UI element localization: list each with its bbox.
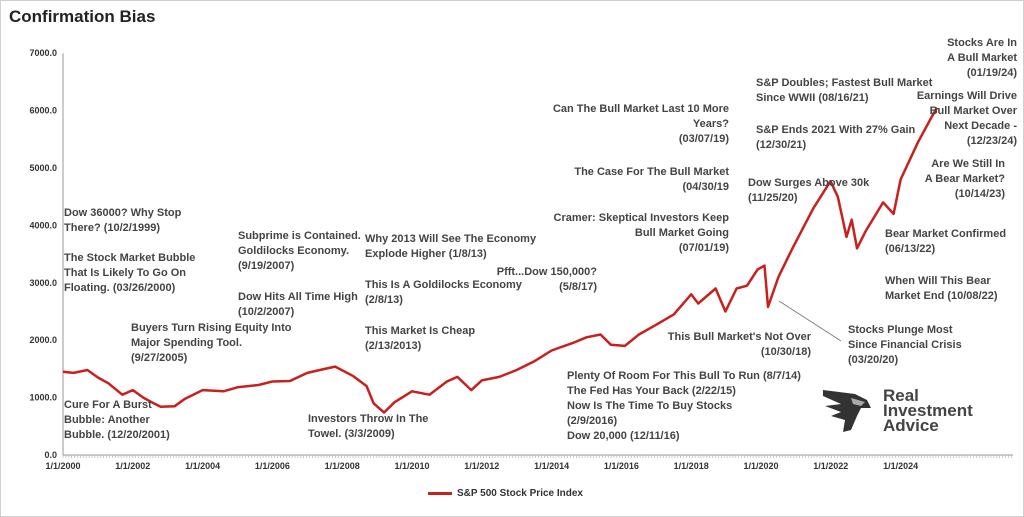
annotation: This Market Is Cheap (2/13/2013) <box>365 325 476 352</box>
annotation: The Case For The Bull Market (04/30/19 <box>574 166 729 193</box>
x-tick-label: 1/1/2024 <box>883 461 918 471</box>
y-tick-label: 6000.0 <box>29 106 57 116</box>
annotation: Are We Still In A Bear Market? (10/14/23… <box>924 158 1005 200</box>
annotation: Dow Hits All Time High (10/2/2007) <box>238 291 358 318</box>
series-line-sp500 <box>62 107 939 414</box>
legend: S&P 500 Stock Price Index <box>428 488 583 499</box>
annotation: When Will This Bear Market End (10/08/22… <box>885 275 998 302</box>
annotation: Why 2013 Will See The Economy Explode Hi… <box>365 233 537 260</box>
x-tick-label: 1/1/2014 <box>534 461 569 471</box>
x-tick-label: 1/1/2020 <box>743 461 778 471</box>
annotation: This Bull Market's Not Over (10/30/18) <box>667 331 811 358</box>
x-tick-label: 1/1/2006 <box>255 461 290 471</box>
annotation: S&P Ends 2021 With 27% Gain (12/30/21) <box>756 124 916 151</box>
y-tick-label: 3000.0 <box>29 278 57 288</box>
x-tick-label: 1/1/2010 <box>394 461 429 471</box>
annotation: Buyers Turn Rising Equity Into Major Spe… <box>131 322 292 364</box>
annotation: Plenty Of Room For This Bull To Run (8/7… <box>567 370 801 442</box>
x-tick-label: 1/1/2016 <box>604 461 639 471</box>
logo: Real Investment Advice <box>821 386 973 434</box>
annotation: Cure For A Burst Bubble: Another Bubble.… <box>64 399 170 441</box>
y-tick-label: 5000.0 <box>29 163 57 173</box>
x-tick-label: 1/1/2008 <box>325 461 360 471</box>
annotation: Stocks Plunge Most Since Financial Crisi… <box>848 324 962 366</box>
annotation: This Is A Goldilocks Economy (2/8/13) <box>365 279 522 306</box>
y-tick-label: 4000.0 <box>29 220 57 230</box>
x-tick-label: 1/1/2018 <box>674 461 709 471</box>
x-tick-label: 1/1/2022 <box>813 461 848 471</box>
annotation: Pfft...Dow 150,000? (5/8/17) <box>496 266 597 293</box>
eagle-logo-icon <box>823 390 871 432</box>
logo-text: Real Investment Advice <box>883 385 973 435</box>
x-tick-label: 1/1/2002 <box>115 461 150 471</box>
annotation: Dow Surges Above 30k (11/25/20) <box>748 177 870 204</box>
y-tick-label: 2000.0 <box>29 335 57 345</box>
x-tick-label: 1/1/2012 <box>464 461 499 471</box>
annotation: Earnings Will Drive Bull Market Over Nex… <box>916 90 1017 147</box>
chart-title: Confirmation Bias <box>9 7 156 26</box>
y-tick-label: 0.0 <box>44 450 57 460</box>
annotation-leader-line <box>778 300 842 342</box>
x-tick-label: 1/1/2004 <box>185 461 220 471</box>
y-tick-label: 1000.0 <box>29 393 57 403</box>
annotation: Bear Market Confirmed (06/13/22) <box>885 228 1007 255</box>
annotation: Dow 36000? Why Stop There? (10/2/1999) <box>64 207 182 234</box>
annotation: Can The Bull Market Last 10 More Years? … <box>552 103 729 145</box>
x-tick-label: 1/1/2000 <box>45 461 80 471</box>
annotation: Investors Throw In The Towel. (3/3/2009) <box>308 413 429 440</box>
annotation: The Stock Market Bubble That Is Likely T… <box>64 252 196 294</box>
y-tick-label: 7000.0 <box>29 48 57 58</box>
annotation: Subprime is Contained. Goldilocks Econom… <box>238 230 361 272</box>
annotation: S&P Doubles; Fastest Bull Market Since W… <box>756 77 933 104</box>
legend-label: S&P 500 Stock Price Index <box>457 488 583 499</box>
annotation: Stocks Are In A Bull Market (01/19/24) <box>947 37 1017 79</box>
legend-swatch <box>428 492 452 495</box>
annotation: Cramer: Skeptical Investors Keep Bull Ma… <box>553 212 729 254</box>
